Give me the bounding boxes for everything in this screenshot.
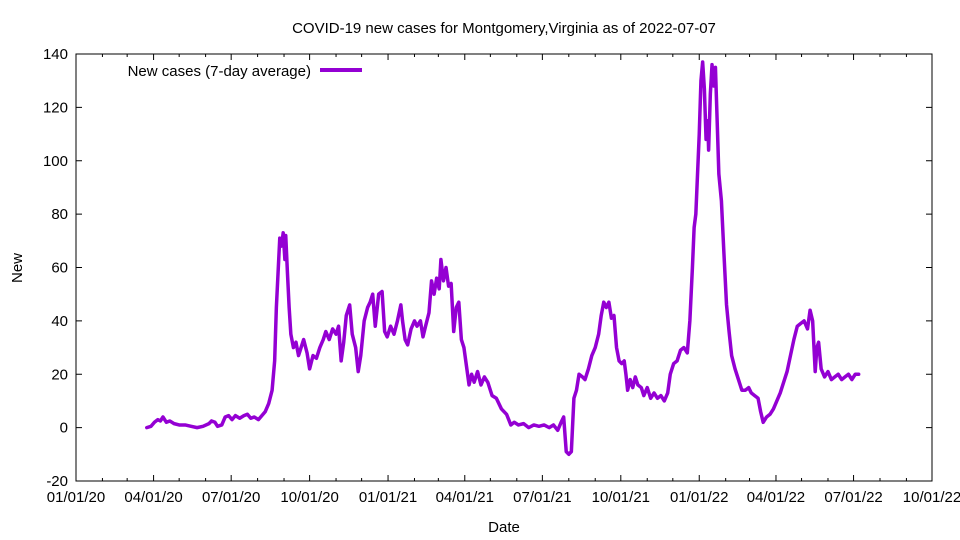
y-tick-label: 100 xyxy=(43,153,68,170)
y-tick-label: 20 xyxy=(51,366,68,383)
legend-label: New cases (7-day average) xyxy=(128,63,311,80)
y-tick-label: 0 xyxy=(60,420,68,437)
x-tick-label: 01/01/21 xyxy=(359,489,417,506)
x-tick-label: 07/01/21 xyxy=(513,489,571,506)
x-tick-label: 10/01/21 xyxy=(592,489,650,506)
x-axis-label: Date xyxy=(488,519,520,536)
x-tick-label: 04/01/20 xyxy=(124,489,182,506)
x-tick-label: 04/01/22 xyxy=(747,489,805,506)
y-tick-label: 80 xyxy=(51,206,68,223)
x-tick-label: 07/01/22 xyxy=(824,489,882,506)
x-tick-label: 07/01/20 xyxy=(202,489,260,506)
plot-frame xyxy=(75,53,933,482)
y-tick-label: -20 xyxy=(46,473,68,490)
x-tick-label: 01/01/20 xyxy=(47,489,105,506)
y-tick-label: 60 xyxy=(51,260,68,277)
series-line-new-cases xyxy=(145,60,861,457)
y-tick-label: 120 xyxy=(43,99,68,116)
x-tick-label: 10/01/20 xyxy=(280,489,338,506)
x-tick-label: 10/01/22 xyxy=(903,489,960,506)
y-axis-label: New xyxy=(9,253,26,283)
chart-title: COVID-19 new cases for Montgomery,Virgin… xyxy=(292,20,716,37)
legend: New cases (7-day average) xyxy=(128,63,362,80)
x-tick-label: 01/01/22 xyxy=(670,489,728,506)
y-tick-label: 140 xyxy=(43,46,68,63)
y-tick-label: 40 xyxy=(51,313,68,330)
x-tick-label: 04/01/21 xyxy=(436,489,494,506)
